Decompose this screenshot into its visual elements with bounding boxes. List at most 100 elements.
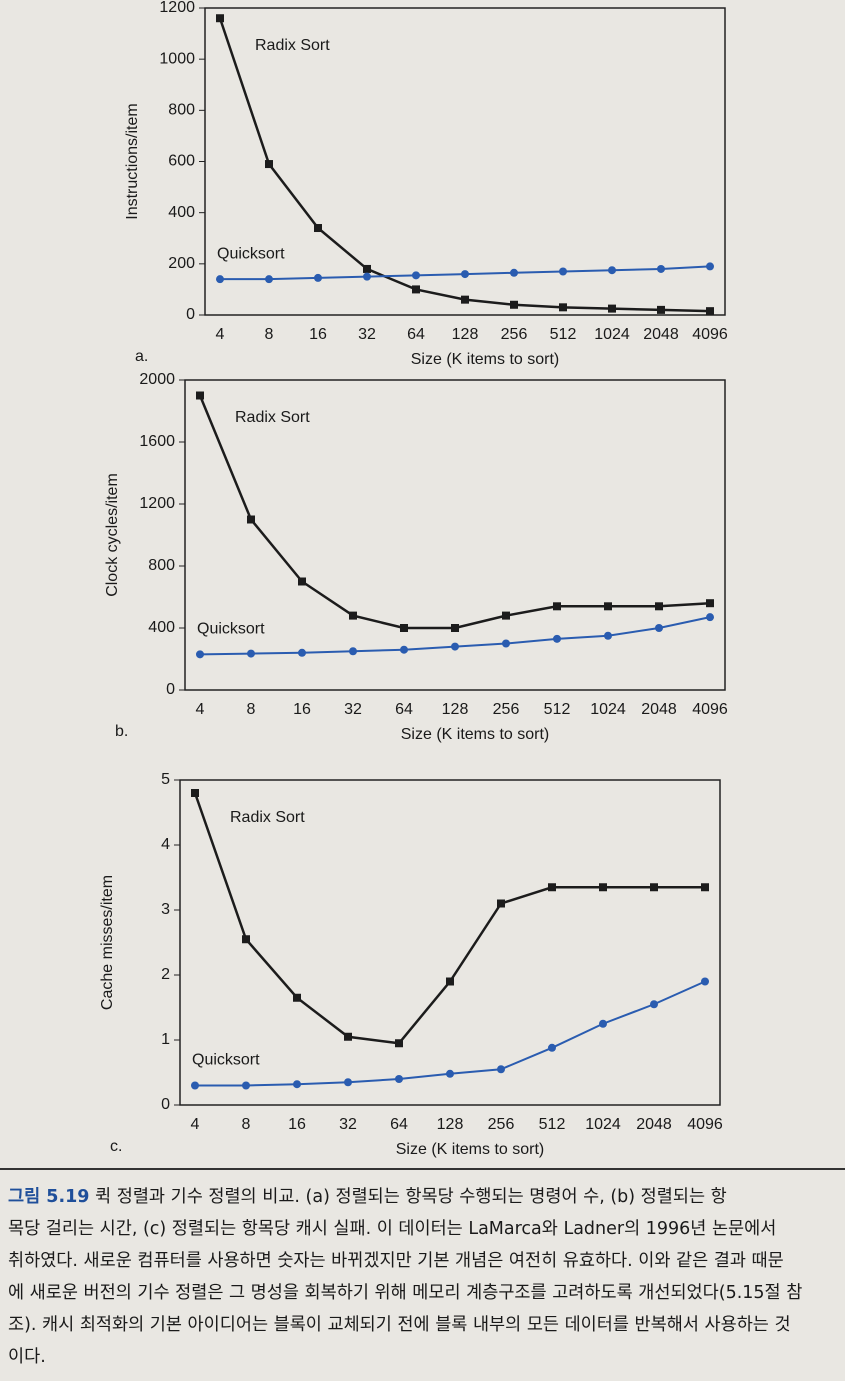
y-tick-label: 0 <box>166 681 175 698</box>
plot-frame <box>179 779 721 1106</box>
point <box>599 883 607 892</box>
y-tick-label: 3 <box>161 901 170 918</box>
y-axis-title: Clock cycles/item <box>104 473 121 597</box>
point <box>604 602 612 611</box>
point <box>497 1065 505 1074</box>
point <box>363 264 371 273</box>
point <box>548 1043 556 1052</box>
series-line <box>218 17 711 313</box>
series-label: Quicksort <box>192 1052 260 1069</box>
x-tick-label: 128 <box>437 1116 464 1133</box>
x-tick-label: 4096 <box>687 1116 723 1133</box>
point <box>657 264 665 273</box>
point <box>242 935 250 944</box>
x-tick-label: 256 <box>501 326 528 343</box>
point <box>247 649 255 658</box>
point <box>400 645 408 654</box>
point <box>497 899 505 908</box>
rule <box>0 1168 845 1170</box>
charts: 0 200 400 600 800 1000 1200 4 8 16 32 64 128 256 512 10… <box>99 0 728 1158</box>
series-label: Quicksort <box>217 245 285 262</box>
x-tick-label: 4 <box>191 1116 200 1133</box>
x-tick-label: 16 <box>288 1116 306 1133</box>
y-tick-label: 400 <box>148 619 175 636</box>
point <box>706 307 714 316</box>
x-tick-label: 128 <box>442 701 469 718</box>
x-tick-label: 4096 <box>692 326 728 343</box>
x-axis-title: Size (K items to sort) <box>411 351 559 368</box>
y-tick-label: 4 <box>161 836 170 853</box>
x-axis-title: Size (K items to sort) <box>396 1141 544 1158</box>
x-tick-label: 8 <box>265 326 274 343</box>
point <box>655 624 663 632</box>
x-tick-label: 8 <box>242 1116 251 1133</box>
point <box>314 224 322 233</box>
caption-line: 취하였다. 새로운 컴퓨터를 사용하면 숫자는 바뀌겠지만 기본 개념은 여전히… <box>8 1251 784 1271</box>
series-label: Quicksort <box>197 621 265 638</box>
x-tick-label: 128 <box>452 326 479 343</box>
x-tick-label: 2048 <box>641 701 677 718</box>
point <box>650 1000 658 1009</box>
x-tick-label: 64 <box>390 1116 408 1133</box>
point <box>502 611 510 620</box>
point <box>446 977 454 986</box>
point <box>553 602 561 611</box>
point <box>451 624 459 632</box>
point <box>461 295 469 304</box>
point <box>461 270 469 279</box>
y-tick-label: 2000 <box>139 371 175 388</box>
y-tick-label: 0 <box>161 1096 170 1113</box>
point <box>265 275 273 284</box>
x-tick-label: 4 <box>196 701 205 718</box>
x-tick-label: 64 <box>407 326 425 343</box>
point <box>400 624 408 632</box>
series-line <box>193 792 705 1045</box>
y-tick-label: 400 <box>168 204 195 221</box>
point <box>604 631 612 640</box>
caption-line: 목당 걸리는 시간, (c) 정렬되는 항목당 캐시 실패. 이 데이터는 La… <box>8 1219 777 1239</box>
x-tick-label: 16 <box>309 326 327 343</box>
x-tick-label: 512 <box>550 326 577 343</box>
x-tick-label: 32 <box>358 326 376 343</box>
plot-frame <box>184 379 726 691</box>
x-tick-label: 16 <box>293 701 311 718</box>
x-tick-label: 512 <box>539 1116 566 1133</box>
point <box>196 650 204 659</box>
point <box>344 1032 352 1041</box>
y-tick-label: 1200 <box>139 495 175 512</box>
y-tick-label: 800 <box>168 102 195 119</box>
point <box>650 883 658 892</box>
x-tick-label: 64 <box>395 701 413 718</box>
point <box>559 303 567 312</box>
x-tick-label: 2048 <box>643 326 679 343</box>
point <box>247 515 255 524</box>
series-label: Radix Sort <box>255 37 330 54</box>
x-axis-title: Size (K items to sort) <box>401 726 549 743</box>
point <box>502 639 510 648</box>
point <box>510 268 518 277</box>
point <box>446 1069 454 1078</box>
x-tick-label: 2048 <box>636 1116 672 1133</box>
series-label: Radix Sort <box>235 409 310 426</box>
point <box>314 273 322 282</box>
point <box>559 267 567 276</box>
caption-line: 에 새로운 버전의 기수 정렬은 그 명성을 회복하기 위해 메모리 계층구조를… <box>8 1283 803 1303</box>
series-label: Radix Sort <box>230 809 305 826</box>
panel-label: c. <box>110 1138 122 1155</box>
y-tick-label: 200 <box>168 255 195 272</box>
point <box>344 1078 352 1087</box>
x-tick-label: 32 <box>344 701 362 718</box>
point <box>412 285 420 294</box>
point <box>701 883 709 892</box>
point <box>599 1019 607 1028</box>
y-tick-label: 1000 <box>159 50 195 67</box>
point <box>216 14 224 23</box>
series-line <box>198 395 711 630</box>
x-tick-label: 4096 <box>692 701 728 718</box>
point <box>706 262 714 271</box>
y-tick-label: 600 <box>168 153 195 170</box>
point <box>608 266 616 275</box>
point <box>298 577 306 586</box>
point <box>349 647 357 656</box>
x-tick-label: 1024 <box>590 701 626 718</box>
